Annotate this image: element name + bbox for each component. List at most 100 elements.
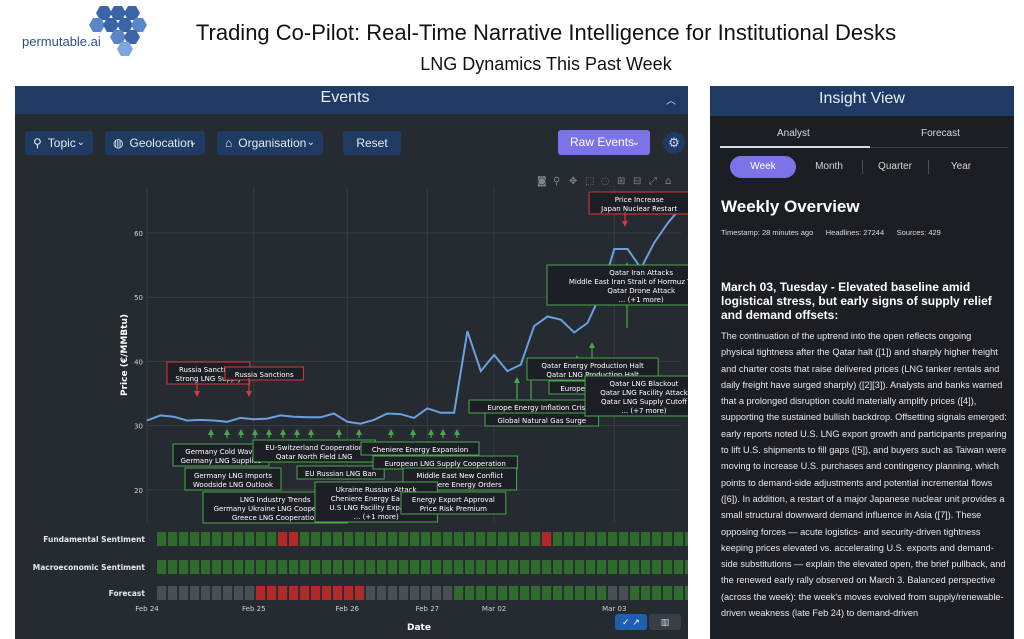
home-icon[interactable]: ⌂	[665, 176, 671, 187]
sentiment-cell	[234, 560, 244, 574]
event-up-annotation-text: Woodside LNG Outlook	[193, 481, 274, 489]
period-week[interactable]: Week	[730, 156, 796, 178]
down-arrow-head	[194, 391, 200, 397]
sentiment-cell	[531, 560, 541, 574]
tab-analyst[interactable]: Analyst	[777, 128, 810, 139]
page-title: Trading Co-Pilot: Real-Time Narrative In…	[195, 20, 897, 45]
x-tick-label: Feb 26	[335, 605, 359, 613]
sentiment-cell	[278, 586, 288, 600]
sentiment-row-label: Fundamental Sentiment	[43, 535, 145, 544]
sentiment-cell	[388, 586, 398, 600]
up-arrow-head	[224, 429, 230, 435]
sentiment-cell	[630, 560, 640, 574]
events-panel: Events ︿ ⚲ Topic ⌄ ◍ Geolocation ⌄ ⌂ Organi…	[15, 86, 688, 639]
down-arrow-head	[622, 221, 628, 227]
collapse-icon[interactable]: ︿	[666, 96, 676, 107]
geolocation-filter[interactable]: ◍ Geolocation ⌄	[105, 131, 205, 155]
chevron-down-icon: ⌄	[306, 137, 315, 148]
sentiment-cell	[553, 532, 563, 546]
page-subtitle: LNG Dynamics This Past Week	[420, 54, 672, 74]
sentiment-cell	[278, 532, 288, 546]
sentiment-cell	[586, 532, 596, 546]
camera-icon[interactable]: ◙	[537, 176, 547, 187]
period-year[interactable]: Year	[950, 161, 972, 172]
event-up-annotation-text: Germany LNG Supplies	[181, 457, 262, 465]
sentiment-cell	[674, 532, 684, 546]
price-chart: ◙ ⚲ ✥ ⬚ ◌ ⊞ ⊟ ⤢ ⌂ 20 30 40 50 60 Feb 24 Feb 25 Feb 26 Feb…	[15, 168, 688, 639]
sentiment-cell	[487, 532, 497, 546]
up-arrow-head	[294, 429, 300, 435]
sentiment-cell	[157, 586, 167, 600]
sentiment-cell	[245, 560, 255, 574]
up-arrow-head	[589, 342, 595, 348]
up-arrow-head	[454, 429, 460, 435]
period-month[interactable]: Month	[815, 161, 843, 172]
sentiment-cell	[256, 586, 266, 600]
raw-events-button[interactable]: Raw Events ⌄	[558, 130, 650, 155]
sentiment-cell	[322, 560, 332, 574]
globe-icon: ◍	[113, 136, 124, 150]
sentiment-cell	[190, 586, 200, 600]
sentiment-cell	[454, 532, 464, 546]
reset-button[interactable]: Reset	[343, 131, 401, 155]
overview-meta: Timestamp: 28 minutes ago Headlines: 272…	[721, 228, 941, 237]
sentiment-cell	[190, 532, 200, 546]
sentiment-cell	[619, 560, 629, 574]
event-up-annotation-box	[400, 491, 507, 515]
bar-view-toggle[interactable]	[649, 614, 681, 630]
sentiment-cell	[575, 560, 585, 574]
sentiment-cell	[619, 586, 629, 600]
event-up-annotation-box	[296, 465, 385, 480]
event-up-annotation-box	[184, 467, 282, 491]
sentiment-cell	[168, 586, 178, 600]
up-arrow-head	[428, 429, 434, 435]
topic-filter[interactable]: ⚲ Topic ⌄	[25, 131, 93, 155]
period-separator	[862, 160, 863, 174]
sentiment-cell	[685, 532, 688, 546]
zoom-icon[interactable]: ⚲	[553, 176, 560, 187]
sentiment-cell	[575, 586, 585, 600]
event-up-annotation-text: Qatar Drone Attack	[607, 287, 676, 295]
sentiment-cell	[652, 560, 662, 574]
sentiment-cell	[564, 586, 574, 600]
zoom-in-icon[interactable]: ⊞	[617, 176, 625, 187]
tab-forecast[interactable]: Forecast	[921, 128, 960, 139]
sentiment-cell	[597, 560, 607, 574]
period-quarter[interactable]: Quarter	[878, 161, 912, 172]
x-axis-title: Date	[407, 623, 431, 633]
zoom-out-icon[interactable]: ⊟	[633, 176, 641, 187]
bank-icon: ⌂	[225, 136, 233, 150]
chevron-down-icon: ⌄	[631, 137, 640, 148]
lasso-icon[interactable]: ◌	[601, 176, 610, 187]
organisation-filter[interactable]: ⌂ Organisation ⌄	[217, 131, 323, 155]
sentiment-cell	[487, 560, 497, 574]
sentiment-cell	[388, 560, 398, 574]
logo	[89, 6, 147, 56]
settings-gear-icon[interactable]: ⚙	[663, 132, 685, 154]
event-up-annotation-text: European LNG Supply Cooperation	[385, 460, 506, 468]
sentiment-row-label: Forecast	[109, 589, 146, 598]
event-up-annotation-text: Cheniere Energy Expansion	[372, 446, 468, 454]
box-select-icon[interactable]: ⬚	[585, 176, 594, 187]
line-view-toggle[interactable]	[615, 614, 647, 630]
sentiment-cell	[542, 560, 552, 574]
sentiment-cell	[388, 532, 398, 546]
sentiment-cell	[421, 586, 431, 600]
events-header: Events ︿	[15, 86, 688, 114]
sentiment-cell	[487, 586, 497, 600]
y-axis-title: Price (€/MMBtu)	[120, 314, 130, 396]
pan-icon[interactable]: ✥	[569, 176, 577, 187]
sentiment-cell	[399, 532, 409, 546]
sentiment-cell	[201, 532, 211, 546]
sentiment-cell	[542, 532, 552, 546]
event-up-annotation-text: Qatar LNG Blackout	[610, 380, 679, 388]
event-up-annotation-text: Germany Cold Wave	[185, 448, 256, 456]
event-up-annotation-text: Price Risk Premium	[420, 505, 487, 513]
sentiment-cell	[179, 532, 189, 546]
sentiment-cell	[619, 532, 629, 546]
sentiment-cell	[322, 532, 332, 546]
autoscale-icon[interactable]: ⤢	[649, 176, 657, 187]
event-up-annotation-text: EU Russian LNG Ban	[305, 470, 376, 478]
sentiment-cell	[289, 532, 299, 546]
sentiment-cell	[168, 532, 178, 546]
